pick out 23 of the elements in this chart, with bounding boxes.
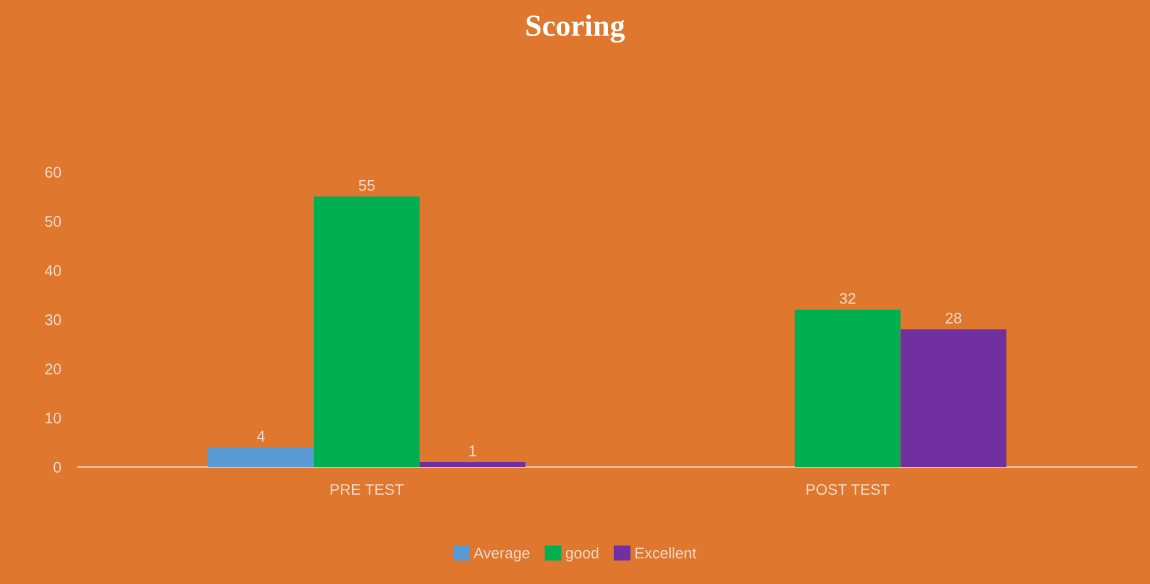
y-tick-label: 40 [44,265,61,277]
legend-label: good [565,547,599,562]
data-label: 28 [945,312,962,324]
x-tick-label: PRE TEST [330,484,404,495]
legend-label: Excellent [635,547,697,559]
y-tick-label: 60 [45,166,61,178]
data-label: 1 [469,445,477,457]
legend-label: Average [473,547,530,562]
bar [900,329,1007,467]
data-label: 55 [358,180,375,191]
y-tick-label: 30 [45,314,61,326]
x-tick-label: POST TEST [806,484,890,495]
bar [419,462,526,467]
bar [794,309,901,467]
chart-title: Scoring [526,14,625,43]
y-tick-label: 20 [45,363,61,375]
y-tick-label: 0 [53,461,61,473]
bar [313,196,420,467]
data-label: 4 [257,430,265,442]
y-tick-label: 50 [45,216,61,227]
y-tick-label: 10 [45,412,61,424]
data-label: 32 [839,293,856,304]
bar [208,447,314,467]
